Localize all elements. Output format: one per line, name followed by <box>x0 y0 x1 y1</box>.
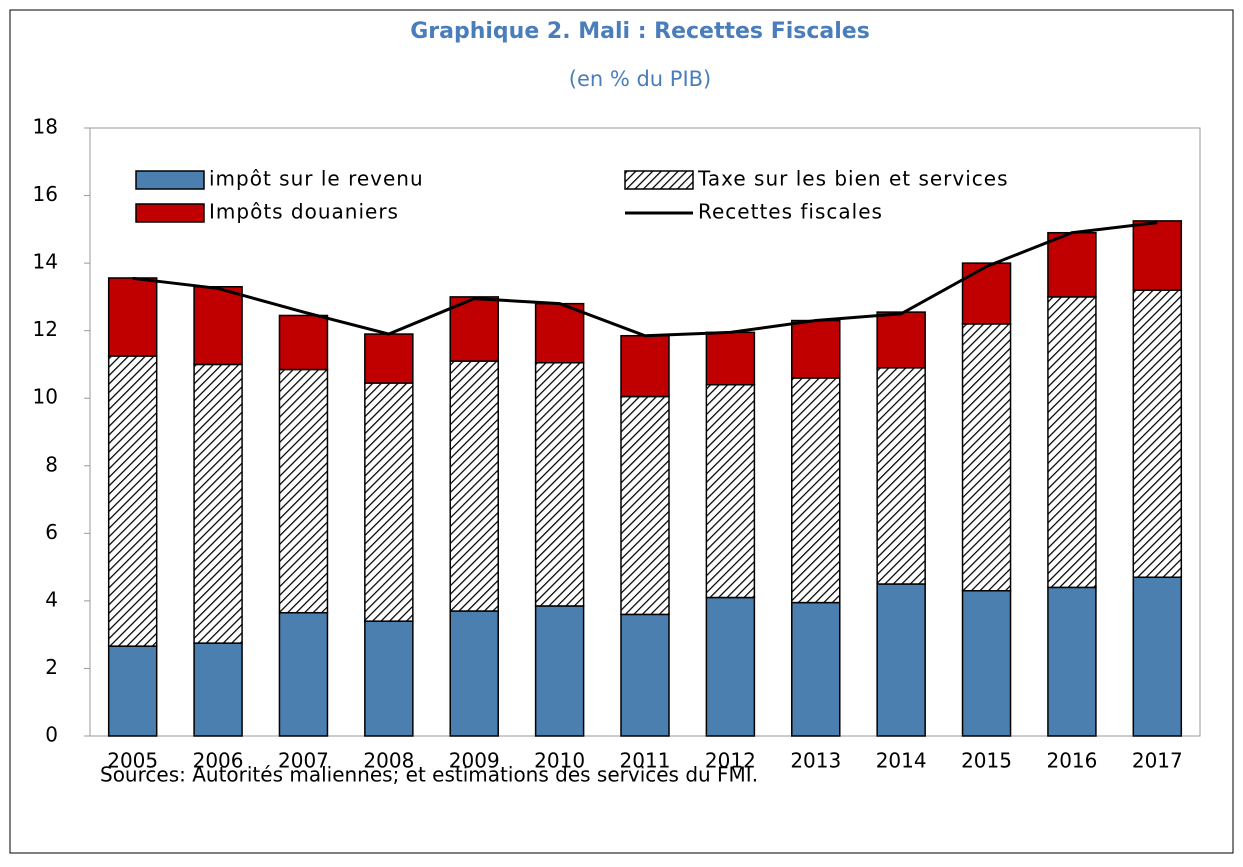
bar-segment <box>705 596 756 737</box>
y-tick-label: 10 <box>33 385 58 409</box>
bar-segment <box>705 331 756 386</box>
y-tick-label: 4 <box>45 587 58 611</box>
bar-segment <box>876 583 926 737</box>
x-tick-label: 2016 <box>1046 749 1097 773</box>
frame <box>9 9 1234 854</box>
bar-segment <box>364 382 414 622</box>
legend-label: Recettes fiscales <box>698 200 883 224</box>
chart-subtitle: (en % du PIB) <box>569 67 712 91</box>
bar-segment <box>620 613 670 737</box>
x-tick-label: 2010 <box>534 749 585 773</box>
bar-segment <box>1132 220 1183 291</box>
x-tick-label: 2009 <box>449 749 500 773</box>
bar-segment <box>620 395 670 616</box>
bar-segment <box>1132 289 1183 578</box>
bar-segment <box>961 590 1012 737</box>
bar-segment <box>534 302 585 364</box>
legend-swatch <box>135 170 205 190</box>
bar-segment <box>534 605 585 737</box>
bar-segment <box>791 601 841 737</box>
legend-label: Taxe sur les bien et services <box>697 167 1009 191</box>
bar-segment <box>961 262 1012 325</box>
bar-segment <box>107 277 158 357</box>
bar-segment <box>1132 576 1183 737</box>
legend-label: impôt sur le revenu <box>209 167 424 191</box>
bar-segment <box>791 319 841 379</box>
x-tick-label: 2007 <box>278 749 329 773</box>
y-tick-label: 8 <box>45 452 58 476</box>
bar-segment <box>1047 231 1097 298</box>
line-series <box>132 221 1158 338</box>
x-tick-label: 2011 <box>620 749 671 773</box>
y-tick-label: 0 <box>45 723 58 747</box>
y-tick-label: 2 <box>45 655 58 679</box>
x-tick-label: 2013 <box>790 749 841 773</box>
x-tick-label: 2017 <box>1132 749 1183 773</box>
bar-segment <box>1047 296 1097 589</box>
bar-segment <box>876 311 926 369</box>
bar-segment <box>193 642 243 737</box>
x-tick-label: 2014 <box>876 749 927 773</box>
y-tick-label: 12 <box>33 317 58 341</box>
chart-title: Graphique 2. Mali : Recettes Fiscales <box>410 19 870 44</box>
bar-segment <box>449 360 499 612</box>
bar-segment <box>620 334 670 398</box>
x-tick-label: 2015 <box>961 749 1012 773</box>
bar-segment <box>107 645 158 737</box>
bar-segment <box>278 368 329 614</box>
bar-segment <box>876 367 926 585</box>
bar-segment <box>449 610 499 737</box>
bar-segment <box>449 296 499 362</box>
y-tick-label: 14 <box>33 250 58 274</box>
bar-segment <box>534 362 585 607</box>
x-tick-label: 2005 <box>107 749 158 773</box>
bar-segment <box>705 383 756 599</box>
legend-label: Impôts douaniers <box>209 200 399 224</box>
bar-segment <box>364 620 414 737</box>
bar-segment <box>1047 586 1097 737</box>
y-tick-label: 18 <box>33 115 58 139</box>
bar-segment <box>791 377 841 604</box>
bar-segment <box>961 323 1012 592</box>
legend-swatch <box>624 170 694 190</box>
bar-segment <box>193 363 243 644</box>
y-tick-label: 16 <box>33 182 58 206</box>
bar-segment <box>278 314 329 371</box>
y-tick-label: 6 <box>45 520 58 544</box>
source-note: Sources: Autorités maliennes; et estimat… <box>100 763 758 787</box>
bar-segment <box>278 611 329 737</box>
legend-swatch <box>135 203 205 223</box>
bar-segment <box>364 333 414 384</box>
bar-segment <box>107 355 158 647</box>
bar-segment <box>193 286 243 366</box>
x-tick-label: 2006 <box>193 749 244 773</box>
x-tick-label: 2008 <box>363 749 414 773</box>
x-tick-label: 2012 <box>705 749 756 773</box>
